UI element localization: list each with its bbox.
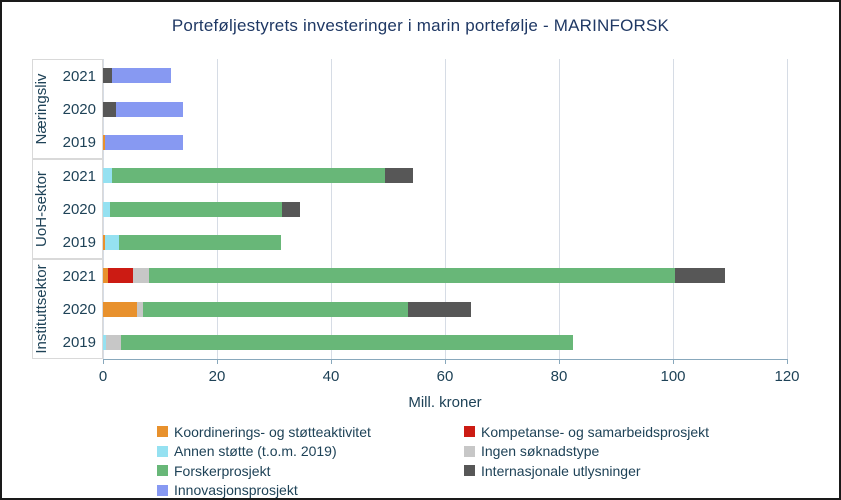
bar-segment[interactable]: [120, 334, 573, 350]
bar-segment[interactable]: [103, 301, 138, 317]
year-label: 2021: [62, 267, 96, 285]
bar-segment[interactable]: [111, 68, 172, 84]
legend-swatch-icon: [157, 426, 168, 438]
legend-item[interactable]: Internasjonale utlysninger: [464, 461, 709, 481]
legend-swatch-icon: [464, 445, 475, 457]
legend-label: Forskerprosjekt: [174, 462, 271, 479]
bar-segment[interactable]: [385, 168, 413, 184]
legend-label: Ingen søknadstype: [481, 443, 600, 460]
legend-item[interactable]: Ingen søknadstype: [464, 442, 709, 462]
x-axis-title: Mill. kroner: [408, 394, 482, 411]
year-label: 2020: [62, 100, 96, 118]
chart-title: Porteføljestyrets investeringer i marin …: [171, 16, 670, 35]
year-label: 2019: [62, 334, 96, 352]
group-box-1: UoH-sektor 2021 2020 2019: [32, 159, 103, 259]
x-tick-label: 120: [774, 368, 800, 385]
bar-segment[interactable]: [132, 268, 149, 284]
bar-segment[interactable]: [142, 301, 408, 317]
bar-segment[interactable]: [103, 68, 112, 84]
legend-column-2: Kompetanse- og samarbeidsprosjekt Ingen s…: [464, 422, 709, 481]
x-tick-mark: [103, 359, 104, 364]
plot-area: [103, 59, 788, 360]
x-tick-label: 80: [550, 368, 568, 385]
legend-label: Koordinerings- og støtteaktivitet: [174, 423, 371, 440]
legend-item[interactable]: Annen støtte (t.o.m. 2019): [157, 442, 371, 462]
legend-label: Kompetanse- og samarbeidsprosjekt: [481, 423, 710, 440]
bar-segment[interactable]: [103, 268, 108, 284]
legend-swatch-icon: [464, 426, 475, 438]
legend-swatch-icon: [157, 484, 168, 496]
bar-segment[interactable]: [105, 134, 183, 150]
legend-item[interactable]: Innovasjonsprosjekt: [157, 481, 371, 499]
legend-swatch-icon: [157, 465, 168, 477]
x-tick-label: 40: [322, 368, 340, 385]
year-label: 2021: [62, 167, 96, 185]
legend-item[interactable]: Koordinerings- og støtteaktivitet: [157, 422, 371, 442]
x-tick-label: 60: [436, 368, 454, 385]
gridline-100: [673, 59, 674, 359]
x-tick-mark: [787, 359, 788, 364]
bar-segment[interactable]: [103, 334, 106, 350]
x-tick-label: 0: [98, 368, 108, 385]
bar-segment[interactable]: [103, 101, 116, 117]
bar-segment[interactable]: [115, 101, 183, 117]
gridline-40: [331, 59, 332, 359]
gridline-120: [787, 59, 788, 359]
legend-label: Innovasjonsprosjekt: [174, 482, 298, 499]
bar-segment[interactable]: [103, 201, 111, 217]
x-tick-label: 20: [208, 368, 226, 385]
bar-segment[interactable]: [148, 268, 676, 284]
legend-item[interactable]: Forskerprosjekt: [157, 461, 371, 481]
gridline-80: [559, 59, 560, 359]
x-tick-mark: [331, 359, 332, 364]
group-box-2: Instituttsektor 2021 2020 2019: [32, 259, 103, 359]
x-tick-mark: [559, 359, 560, 364]
x-tick-label: 100: [660, 368, 686, 385]
bar-segment[interactable]: [103, 234, 106, 250]
bar-segment[interactable]: [107, 268, 133, 284]
x-tick-mark: [445, 359, 446, 364]
x-tick-mark: [217, 359, 218, 364]
year-label: 2020: [62, 200, 96, 218]
gridline-60: [445, 59, 446, 359]
legend-swatch-icon: [157, 445, 168, 457]
bar-segment[interactable]: [105, 234, 119, 250]
legend-column-1: Koordinerings- og støtteaktivitet Annen s…: [157, 422, 371, 499]
category-axis: Næringsliv 2021 2020 2019 UoH-sektor 2021 2020…: [32, 59, 103, 359]
legend-item[interactable]: Kompetanse- og samarbeidsprosjekt: [464, 422, 709, 442]
legend-label: Internasjonale utlysninger: [481, 462, 641, 479]
bar-segment[interactable]: [407, 301, 472, 317]
year-label: 2019: [62, 234, 96, 252]
bar-segment[interactable]: [675, 268, 725, 284]
bar-segment[interactable]: [103, 168, 112, 184]
bar-segment[interactable]: [281, 201, 301, 217]
year-label: 2019: [62, 134, 96, 152]
bar-segment[interactable]: [105, 334, 121, 350]
bar-segment[interactable]: [118, 234, 281, 250]
x-tick-mark: [673, 359, 674, 364]
legend-swatch-icon: [464, 465, 475, 477]
group-box-0: Næringsliv 2021 2020 2019: [32, 59, 103, 159]
legend-label: Annen støtte (t.o.m. 2019): [174, 443, 337, 460]
bar-segment[interactable]: [137, 301, 143, 317]
bar-segment[interactable]: [111, 168, 386, 184]
bar-segment[interactable]: [103, 134, 106, 150]
bar-segment[interactable]: [110, 201, 282, 217]
year-label: 2021: [62, 67, 96, 85]
year-label: 2020: [62, 300, 96, 318]
